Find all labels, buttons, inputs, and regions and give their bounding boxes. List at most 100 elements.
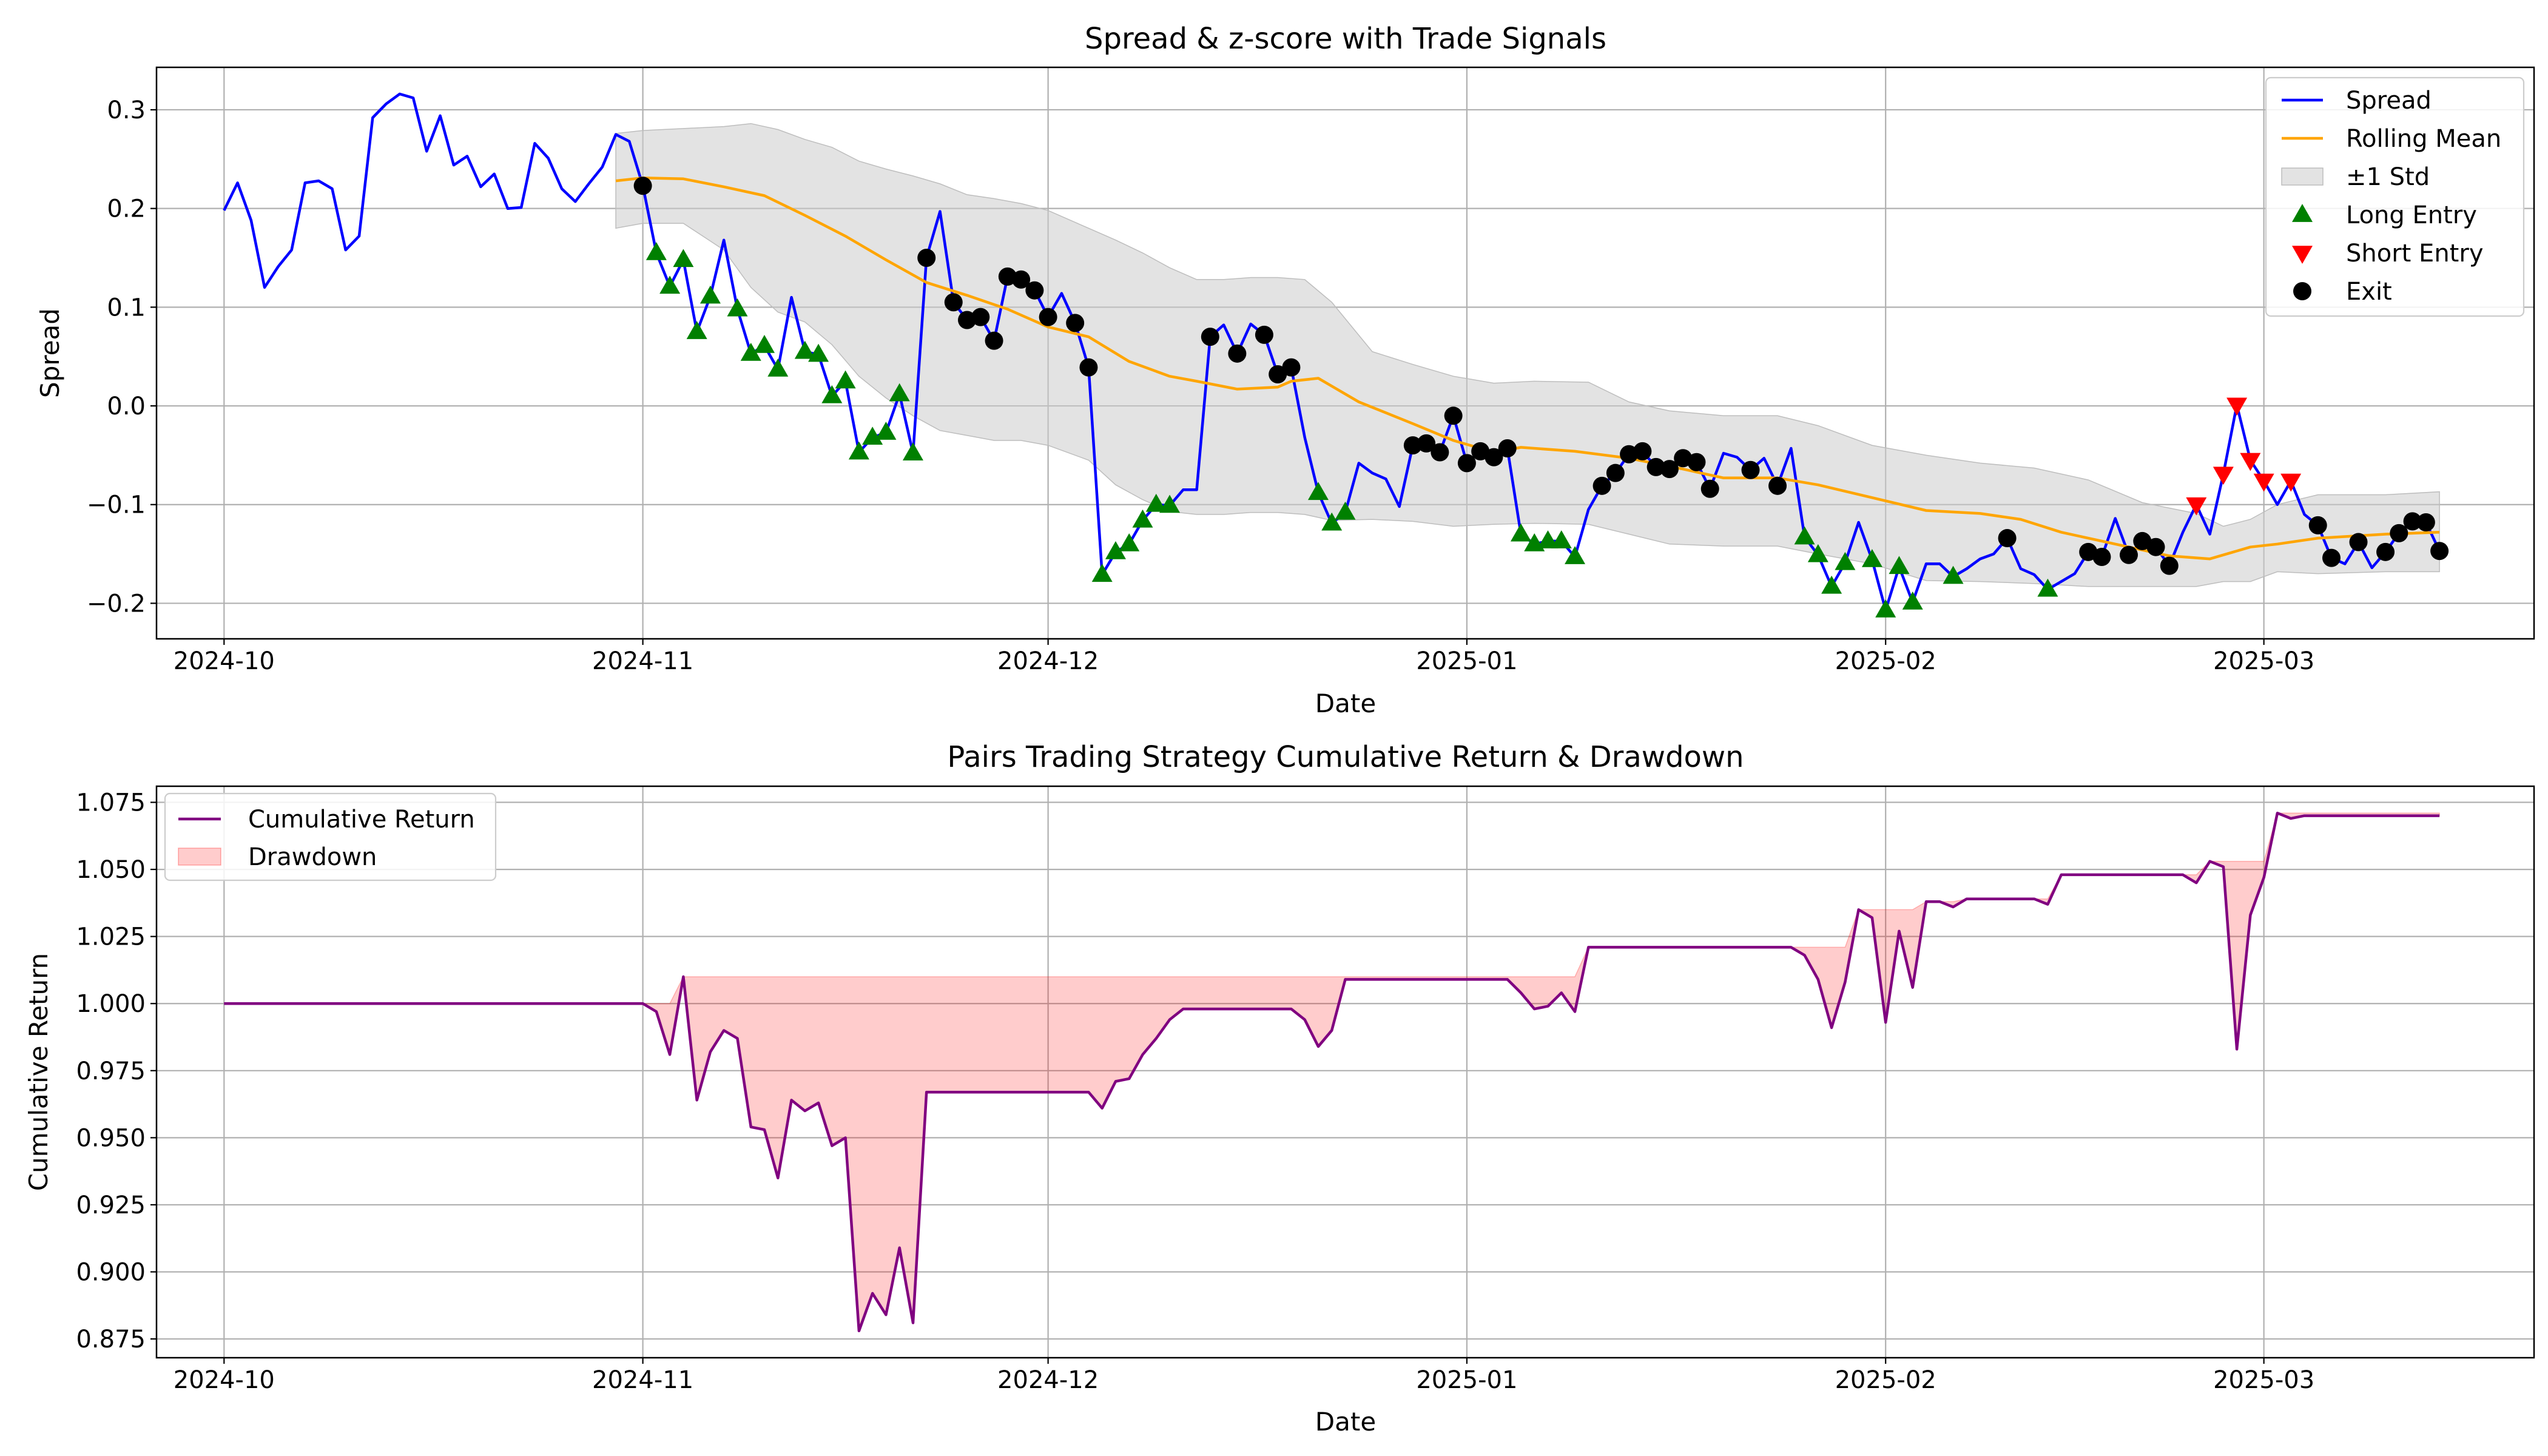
exit-marker [633,177,652,195]
y-tick-label: −0.1 [87,491,146,519]
cumulative-return-line [224,811,2440,1333]
exit-marker [1606,463,1625,482]
short-entry-marker [2292,246,2313,264]
std-band [615,123,2440,587]
long-entry-marker [808,343,829,362]
exit-marker [2349,533,2368,551]
exit-marker [2293,282,2311,300]
long-entry-marker [821,385,843,403]
x-tick-label: 2025-01 [1416,647,1517,675]
exit-marker [917,249,936,267]
spread-plot-area [223,92,2449,618]
x-tick-label: 2024-10 [174,1366,275,1394]
long-entry-marker [1510,523,1531,542]
y-tick-label: 1.000 [76,990,146,1018]
exit-marker [2322,548,2341,567]
long-entry-marker [1321,512,1343,531]
return-chart-title: Pairs Trading Strategy Cumulative Return… [947,740,1744,774]
exit-marker [1417,434,1436,453]
legend-label: ±1 Std [2346,163,2430,191]
long-entry-marker [1335,501,1356,520]
long-entry-marker [1943,565,1964,584]
exit-marker [1700,479,1719,498]
exit-marker [1066,314,1085,332]
short-entry-marker [2240,453,2261,471]
spread-chart: Spread & z-score with Trade Signals 2024… [35,22,2535,718]
y-tick-label: −0.2 [87,590,146,618]
exit-marker [1660,460,1679,479]
long-entry-marker [1551,530,1572,548]
long-entry-marker [1794,526,1815,545]
long-entry-marker [2037,578,2058,597]
long-entry-marker [875,422,897,440]
spread-grid [157,67,2534,639]
spread-y-axis-label: Spread [35,308,65,398]
exit-marker [1498,439,1517,457]
return-legend: Cumulative Return Drawdown [164,792,497,881]
long-entry-marker [1091,564,1113,582]
long-entry-marker [1565,546,1586,564]
return-plot-area [224,811,2440,1333]
short-entry-marker [2186,497,2207,516]
long-entry-marker [1875,599,1896,618]
legend-label: Short Entry [2346,240,2483,268]
exit-marker [1269,365,1287,383]
exit-marker [1282,358,1301,377]
y-tick-label: 1.075 [76,789,146,817]
legend-label: Rolling Mean [2346,125,2501,153]
exit-marker [1012,270,1031,289]
long-entry-marker [754,334,775,353]
exit-marker [1592,476,1611,495]
return-chart: Pairs Trading Strategy Cumulative Return… [24,740,2535,1437]
exit-marker [2376,542,2395,561]
legend-label: Spread [2346,87,2432,115]
x-tick-label: 2025-02 [1835,647,1936,675]
long-entry-marker [1835,551,1856,570]
spread-y-axis: −0.2 −0.1 0.0 0.1 0.2 0.3 [87,96,157,618]
spread-axes-frame [155,66,2535,640]
exit-marker [1228,344,1247,363]
exit-marker [1687,453,1706,471]
exit-marker [944,293,963,312]
exit-marker [1255,325,1273,344]
long-entry-marker [699,285,721,304]
spread-x-axis: 2024-10 2024-11 2024-12 2025-01 2025-02 2025-… [174,639,2314,675]
long-entry-marker [1307,482,1329,500]
x-tick-label: 2024-10 [174,647,275,675]
exit-marker [2146,538,2165,556]
exit-marker [2403,512,2422,531]
exit-marker [1444,406,1463,425]
exit-marker [1403,436,1422,455]
legend-label: Drawdown [248,843,377,871]
exit-marker [1998,529,2017,548]
x-tick-label: 2025-02 [1835,1366,1936,1394]
long-entry-marker [848,441,869,460]
exit-marker [2160,556,2179,575]
legend-box [2265,76,2525,317]
x-tick-label: 2024-12 [997,647,1099,675]
x-tick-label: 2025-03 [2213,647,2314,675]
x-tick-label: 2025-03 [2213,1366,2314,1394]
y-tick-label: 0.3 [107,96,146,124]
exit-marker [2416,513,2435,532]
short-entry-marker [2226,397,2248,416]
long-entry-marker [1105,541,1126,559]
legend-label: Cumulative Return [248,806,475,834]
spread-legend: Spread Rolling Mean ±1 Std Long Entry Short … [2265,76,2525,317]
long-entry-marker [1821,575,1842,594]
exit-marker [2308,516,2327,534]
long-entry-marker [727,298,748,317]
y-tick-label: 0.1 [107,294,146,322]
long-entry-marker [1145,493,1167,512]
long-entry-marker [862,426,883,445]
y-tick-label: 0.975 [76,1057,146,1085]
long-entry-marker [645,242,667,260]
x-tick-label: 2024-11 [592,647,693,675]
long-entry-marker [1807,544,1828,562]
long-entry-marker [889,383,910,402]
exit-marker [971,308,990,326]
y-tick-label: 0.875 [76,1326,146,1353]
y-tick-label: 0.2 [107,195,146,223]
